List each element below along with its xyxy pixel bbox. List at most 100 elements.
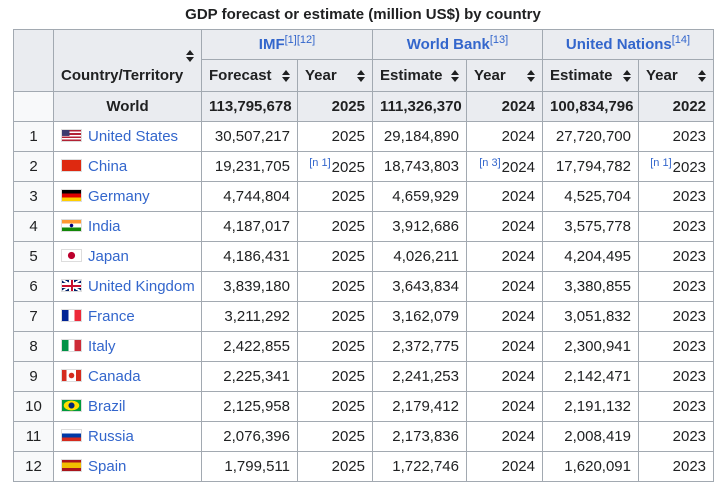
country-cell: World bbox=[53, 91, 202, 122]
group-header[interactable]: World Bank[13] bbox=[372, 29, 543, 60]
header-text: Year bbox=[305, 67, 337, 84]
value-text: 2,173,836 bbox=[392, 428, 459, 445]
value-text: 2025 bbox=[331, 428, 365, 445]
country-row: 8 Italy 2,422,855 2025 2,372,775 2024 2,300,94… bbox=[13, 331, 715, 362]
value-cell: 2,142,471 bbox=[542, 361, 639, 392]
value-cell: 2,173,836 bbox=[372, 421, 467, 452]
value-text: 2023 bbox=[672, 248, 707, 265]
country-cell: Canada bbox=[53, 361, 202, 392]
value-text: 18,743,803 bbox=[383, 158, 459, 175]
value-text: 27,720,700 bbox=[555, 128, 631, 145]
rank-cell: 6 bbox=[13, 271, 54, 302]
flag-icon bbox=[61, 309, 82, 322]
value-text: 2025 bbox=[331, 218, 365, 235]
value-cell: 113,795,678 bbox=[201, 91, 298, 122]
country-row: 5 Japan 4,186,431 2025 4,026,211 2024 4,204,49… bbox=[13, 241, 715, 272]
value-cell: [n 1]2023 bbox=[637, 151, 715, 182]
value-cell: 2023 bbox=[637, 361, 715, 392]
country-row: 10 Brazil 2,125,958 2025 2,179,412 2024 2,191,… bbox=[13, 391, 715, 422]
rank-cell: 10 bbox=[13, 391, 54, 422]
note-ref[interactable]: [n 1] bbox=[650, 157, 672, 169]
column-header[interactable]: Estimate bbox=[542, 59, 639, 92]
rank-cell: 9 bbox=[13, 361, 54, 392]
country-link[interactable]: Canada bbox=[88, 368, 141, 385]
value-cell: 2,125,958 bbox=[201, 391, 298, 422]
value-cell: 2025 bbox=[297, 241, 373, 272]
header-text: Estimate bbox=[380, 67, 443, 84]
value-cell: 2025 bbox=[297, 451, 373, 482]
ref[interactable]: [13] bbox=[489, 34, 509, 46]
value-text: 2,076,396 bbox=[223, 428, 290, 445]
value-cell: 29,184,890 bbox=[372, 121, 467, 152]
value-text: 4,187,017 bbox=[223, 218, 290, 235]
value-cell: 2023 bbox=[637, 241, 715, 272]
country-row: 2 China 19,231,705 [n 1]2025 18,743,803 [n 3]… bbox=[13, 151, 715, 182]
value-cell: 2025 bbox=[297, 301, 373, 332]
value-text: 3,912,686 bbox=[392, 218, 459, 235]
value-cell: 2023 bbox=[637, 271, 715, 302]
rank-header bbox=[13, 29, 54, 92]
country-link[interactable]: Japan bbox=[88, 248, 129, 265]
country-link[interactable]: India bbox=[88, 218, 121, 235]
note-ref[interactable]: [n 1] bbox=[309, 157, 331, 169]
header-text: Country/Territory bbox=[61, 67, 184, 84]
country-cell: Italy bbox=[53, 331, 202, 362]
value-text: 1,620,091 bbox=[564, 458, 631, 475]
value-text: 2,179,412 bbox=[392, 398, 459, 415]
value-text: 2024 bbox=[501, 428, 535, 445]
gdp-table: Country/Territory IMF[1][12] World Bank[… bbox=[13, 29, 715, 482]
value-text: 2024 bbox=[501, 308, 535, 325]
value-text: 2025 bbox=[331, 278, 365, 295]
country-link[interactable]: China bbox=[88, 158, 128, 175]
ref[interactable]: [1][12] bbox=[284, 34, 316, 46]
country-link[interactable]: United Kingdom bbox=[88, 278, 195, 295]
value-text: 2024 bbox=[501, 188, 535, 205]
group-header[interactable]: IMF[1][12] bbox=[201, 29, 373, 60]
country-link[interactable]: Brazil bbox=[88, 398, 126, 415]
column-header[interactable]: Year bbox=[637, 59, 715, 92]
value-cell: 2024 bbox=[466, 121, 543, 152]
value-text: 2,372,775 bbox=[392, 338, 459, 355]
value-cell: 3,643,834 bbox=[372, 271, 467, 302]
column-header[interactable]: Year bbox=[466, 59, 543, 92]
country-link[interactable]: Spain bbox=[88, 458, 127, 475]
group-label: United Nations bbox=[565, 36, 672, 53]
group-header[interactable]: United Nations[14] bbox=[541, 29, 715, 60]
country-link[interactable]: Italy bbox=[88, 338, 116, 355]
value-text: 2024 bbox=[501, 458, 535, 475]
value-cell: 2023 bbox=[637, 331, 715, 362]
country-row: 6 United Kingdom 3,839,180 2025 3,643,834 202… bbox=[13, 271, 715, 302]
header-text: Estimate bbox=[550, 67, 613, 84]
column-header[interactable]: Forecast bbox=[201, 59, 298, 92]
value-cell: 2023 bbox=[637, 121, 715, 152]
value-text: 19,231,705 bbox=[214, 158, 290, 175]
column-header[interactable]: Year bbox=[297, 59, 373, 92]
country-cell: Russia bbox=[53, 421, 202, 452]
value-text: 4,744,804 bbox=[223, 188, 290, 205]
value-text: 2,300,941 bbox=[564, 338, 631, 355]
flag-icon bbox=[61, 339, 82, 352]
column-header[interactable]: Estimate bbox=[372, 59, 467, 92]
value-text: 2023 bbox=[672, 159, 707, 176]
value-cell: 2024 bbox=[466, 421, 543, 452]
value-cell: 2,241,253 bbox=[372, 361, 467, 392]
country-link[interactable]: United States bbox=[88, 128, 179, 145]
flag-icon bbox=[61, 399, 82, 412]
table-caption: GDP forecast or estimate (million US$) b… bbox=[185, 6, 541, 23]
country-row: 1 United States 30,507,217 2025 29,184,890 20… bbox=[13, 121, 715, 152]
value-text: 2024 bbox=[501, 218, 535, 235]
note-ref[interactable]: [n 3] bbox=[479, 157, 501, 169]
ref[interactable]: [14] bbox=[671, 34, 691, 46]
value-cell: 2025 bbox=[297, 121, 373, 152]
country-link[interactable]: Germany bbox=[88, 188, 150, 205]
value-cell: [n 1]2025 bbox=[297, 151, 373, 182]
value-cell: 2024 bbox=[466, 241, 543, 272]
value-cell: 2024 bbox=[466, 91, 543, 122]
country-link[interactable]: France bbox=[88, 308, 135, 325]
country-cell: Germany bbox=[53, 181, 202, 212]
value-cell: 2024 bbox=[466, 391, 543, 422]
value-cell: 3,211,292 bbox=[201, 301, 298, 332]
country-link[interactable]: Russia bbox=[88, 428, 134, 445]
country-header[interactable]: Country/Territory bbox=[53, 29, 202, 92]
value-text: 2024 bbox=[501, 159, 535, 176]
